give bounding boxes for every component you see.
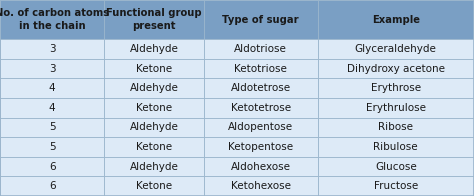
Bar [0, 78, 104, 98]
Bar [104, 98, 204, 118]
Bar [104, 118, 204, 137]
Bar [104, 137, 204, 157]
Bar [204, 137, 318, 157]
Text: Aldehyde: Aldehyde [129, 162, 179, 172]
Bar [318, 176, 474, 196]
Bar [0, 39, 104, 59]
Text: Erythrose: Erythrose [371, 83, 421, 93]
Bar [0, 137, 104, 157]
Bar [104, 176, 204, 196]
Text: Aldehyde: Aldehyde [129, 122, 179, 132]
Bar [204, 0, 318, 39]
Text: Dihydroxy acetone: Dihydroxy acetone [347, 64, 445, 74]
Text: Ketone: Ketone [136, 64, 172, 74]
Bar [204, 118, 318, 137]
Text: Erythrulose: Erythrulose [366, 103, 426, 113]
Bar [318, 0, 474, 39]
Bar [0, 98, 104, 118]
Text: Type of sugar: Type of sugar [222, 15, 299, 25]
Text: Ketotriose: Ketotriose [234, 64, 287, 74]
Bar [0, 0, 104, 39]
Text: Example: Example [372, 15, 420, 25]
Text: Aldohexose: Aldohexose [231, 162, 291, 172]
Bar [204, 157, 318, 176]
Text: 5: 5 [49, 122, 55, 132]
Bar [204, 98, 318, 118]
Text: 3: 3 [49, 44, 55, 54]
Text: Ketone: Ketone [136, 103, 172, 113]
Bar [318, 78, 474, 98]
Bar [204, 78, 318, 98]
Text: 6: 6 [49, 181, 55, 191]
Text: Aldotriose: Aldotriose [234, 44, 287, 54]
Text: Functional group
present: Functional group present [106, 8, 202, 31]
Text: No. of carbon atoms
in the chain: No. of carbon atoms in the chain [0, 8, 109, 31]
Bar [104, 157, 204, 176]
Text: Aldehyde: Aldehyde [129, 44, 179, 54]
Text: Ketopentose: Ketopentose [228, 142, 293, 152]
Text: Fructose: Fructose [374, 181, 418, 191]
Bar [204, 176, 318, 196]
Text: 5: 5 [49, 142, 55, 152]
Bar [318, 157, 474, 176]
Text: Ketohexose: Ketohexose [231, 181, 291, 191]
Bar [104, 0, 204, 39]
Text: Ketone: Ketone [136, 181, 172, 191]
Bar [318, 98, 474, 118]
Bar [0, 59, 104, 78]
Bar [0, 118, 104, 137]
Text: Ketone: Ketone [136, 142, 172, 152]
Text: Glyceraldehyde: Glyceraldehyde [355, 44, 437, 54]
Text: Ribose: Ribose [378, 122, 413, 132]
Bar [204, 39, 318, 59]
Text: Ribulose: Ribulose [374, 142, 418, 152]
Bar [104, 78, 204, 98]
Bar [318, 118, 474, 137]
Bar [104, 59, 204, 78]
Bar [104, 39, 204, 59]
Bar [318, 137, 474, 157]
Text: Glucose: Glucose [375, 162, 417, 172]
Bar [318, 59, 474, 78]
Bar [318, 39, 474, 59]
Text: 6: 6 [49, 162, 55, 172]
Text: 3: 3 [49, 64, 55, 74]
Bar [204, 59, 318, 78]
Bar [0, 176, 104, 196]
Bar [0, 157, 104, 176]
Text: Aldehyde: Aldehyde [129, 83, 179, 93]
Text: Aldopentose: Aldopentose [228, 122, 293, 132]
Text: 4: 4 [49, 83, 55, 93]
Text: Aldotetrose: Aldotetrose [231, 83, 291, 93]
Text: 4: 4 [49, 103, 55, 113]
Text: Ketotetrose: Ketotetrose [231, 103, 291, 113]
